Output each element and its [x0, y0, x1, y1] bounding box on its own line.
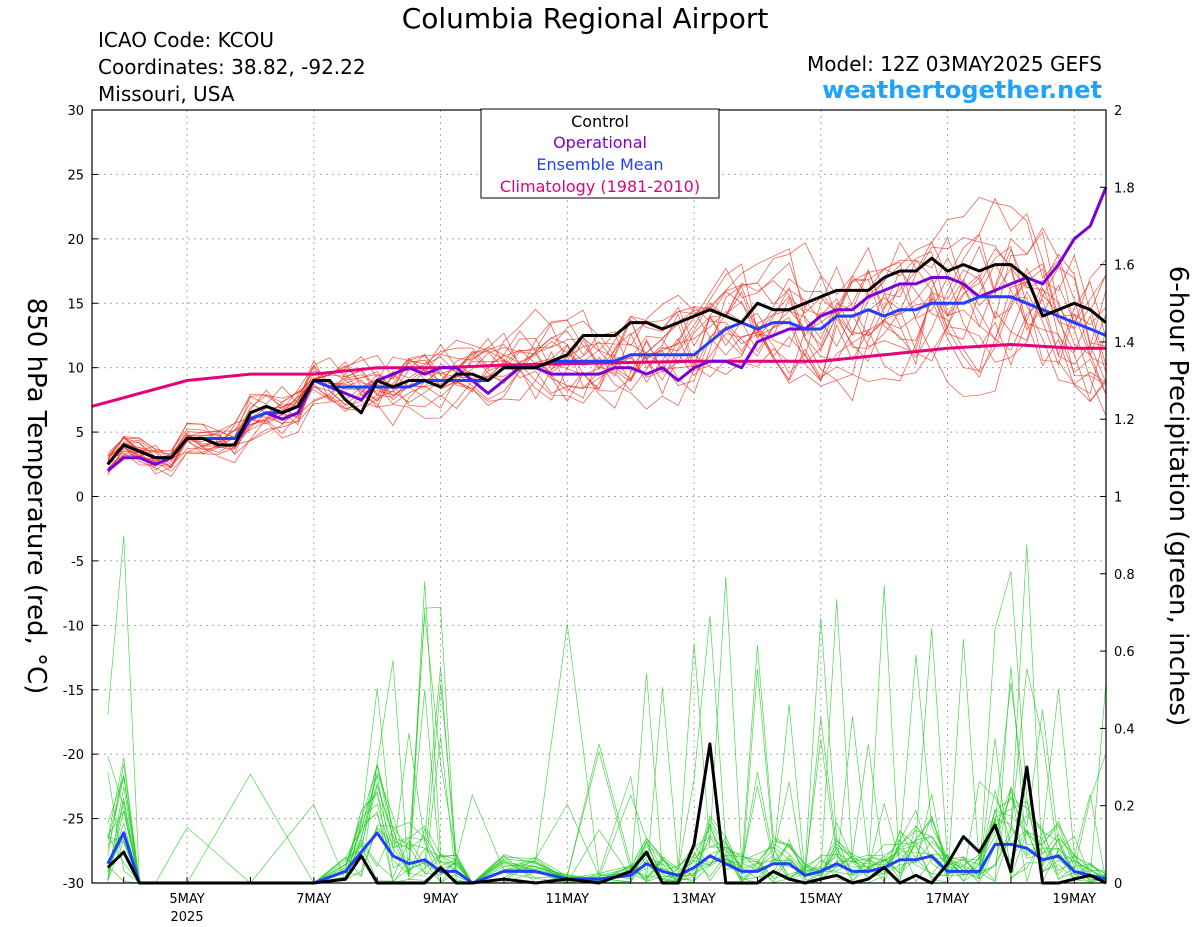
temperature-member-line [107, 241, 1107, 475]
left-tick-label: -20 [63, 748, 84, 763]
ensemble-mean-precip-line [106, 831, 1107, 885]
control-temperature-line [106, 256, 1107, 466]
coordinates: Coordinates: 38.82, -92.22 [98, 55, 366, 79]
temperature-member-line [107, 231, 1107, 460]
precip-member-line [107, 644, 1107, 884]
left-tick-label: 15 [67, 297, 84, 312]
model-run: Model: 12Z 03MAY2025 GEFS [807, 52, 1102, 76]
climatology-1981-2010-temperature-line [91, 343, 1106, 408]
right-tick-label: 0.4 [1114, 722, 1135, 737]
precip-member-line [107, 687, 1107, 884]
legend-ensemble-mean: Ensemble Mean [536, 155, 663, 174]
site-brand: weathertogether.net [822, 76, 1102, 104]
precip-member-line [107, 581, 1107, 884]
temperature-member-line [107, 265, 1107, 471]
left-tick-label: -30 [63, 877, 84, 892]
x-tick-label: 11MAY [546, 892, 590, 907]
precip-member-line [107, 682, 1107, 884]
x-tick-label: 5MAY [169, 892, 204, 907]
x-tick-label: 13MAY [672, 892, 716, 907]
precip-member-line [107, 617, 1107, 884]
right-axis-label: 6-hour Precipitation (green, inches) [1163, 266, 1193, 726]
axis-ticks: 302520151050-5-10-15-20-25-3021.81.61.41… [63, 104, 1135, 925]
left-tick-label: -15 [63, 684, 84, 699]
precip-member-line [107, 544, 1107, 884]
right-tick-label: 1.2 [1114, 413, 1135, 428]
ensemble-members [107, 196, 1107, 884]
control-precip-line [106, 742, 1107, 885]
right-tick-label: 1.6 [1114, 259, 1135, 274]
legend: Control Operational Ensemble Mean Climat… [480, 108, 720, 199]
legend-operational: Operational [553, 133, 647, 152]
ensemble-mean-temperature-line [106, 295, 1107, 466]
temperature-member-line [107, 233, 1107, 462]
temperature-member-line [107, 266, 1107, 463]
region: Missouri, USA [98, 82, 235, 106]
chart-title: Columbia Regional Airport [401, 2, 769, 35]
left-tick-label: 20 [67, 233, 84, 248]
left-tick-label: -5 [71, 555, 84, 570]
left-tick-label: 5 [76, 426, 84, 441]
x-tick-label: 19MAY [1053, 892, 1097, 907]
gridlines [92, 110, 1106, 883]
left-axis-label: 850 hPa Temperature (red, °C) [21, 298, 51, 695]
operational-temperature-line [106, 186, 1108, 472]
precip-member-line [107, 660, 1107, 884]
right-tick-label: 0 [1114, 877, 1122, 892]
precip-member-line [107, 571, 1107, 884]
left-tick-label: 0 [76, 491, 84, 506]
left-tick-label: 25 [67, 168, 84, 183]
legend-control: Control [571, 112, 629, 131]
precip-member-line [107, 764, 1107, 884]
series-lines [91, 186, 1108, 885]
x-tick-label: 9MAY [423, 892, 458, 907]
right-tick-label: 2 [1114, 104, 1122, 119]
right-tick-label: 1.4 [1114, 336, 1135, 351]
precip-member-line [107, 577, 1107, 884]
temperature-member-line [107, 196, 1107, 458]
x-tick-label: 15MAY [799, 892, 843, 907]
left-tick-label: -25 [63, 813, 84, 828]
temperature-member-line [107, 290, 1107, 467]
right-tick-label: 1.8 [1114, 181, 1135, 196]
precip-member-line [107, 535, 1107, 884]
left-tick-label: 10 [67, 362, 84, 377]
legend-box [480, 108, 720, 199]
temperature-member-line [107, 197, 1107, 459]
right-tick-label: 0.8 [1114, 568, 1135, 583]
precip-member-line [107, 599, 1107, 884]
right-tick-label: 0.6 [1114, 645, 1135, 660]
x-tick-label: 7MAY [296, 892, 331, 907]
temperature-member-line [107, 236, 1107, 463]
x-tick-label: 17MAY [926, 892, 970, 907]
plot-frame [91, 109, 1107, 884]
right-tick-label: 1 [1114, 491, 1122, 506]
temperature-member-line [107, 248, 1107, 465]
right-tick-label: 0.2 [1114, 800, 1135, 815]
legend-climatology: Climatology (1981-2010) [500, 177, 700, 196]
x-year-label: 2025 [171, 910, 204, 925]
left-tick-label: 30 [67, 104, 84, 119]
left-tick-label: -10 [63, 619, 84, 634]
temperature-member-line [107, 237, 1107, 467]
icao-code: ICAO Code: KCOU [98, 28, 274, 52]
temperature-member-line [107, 245, 1107, 463]
